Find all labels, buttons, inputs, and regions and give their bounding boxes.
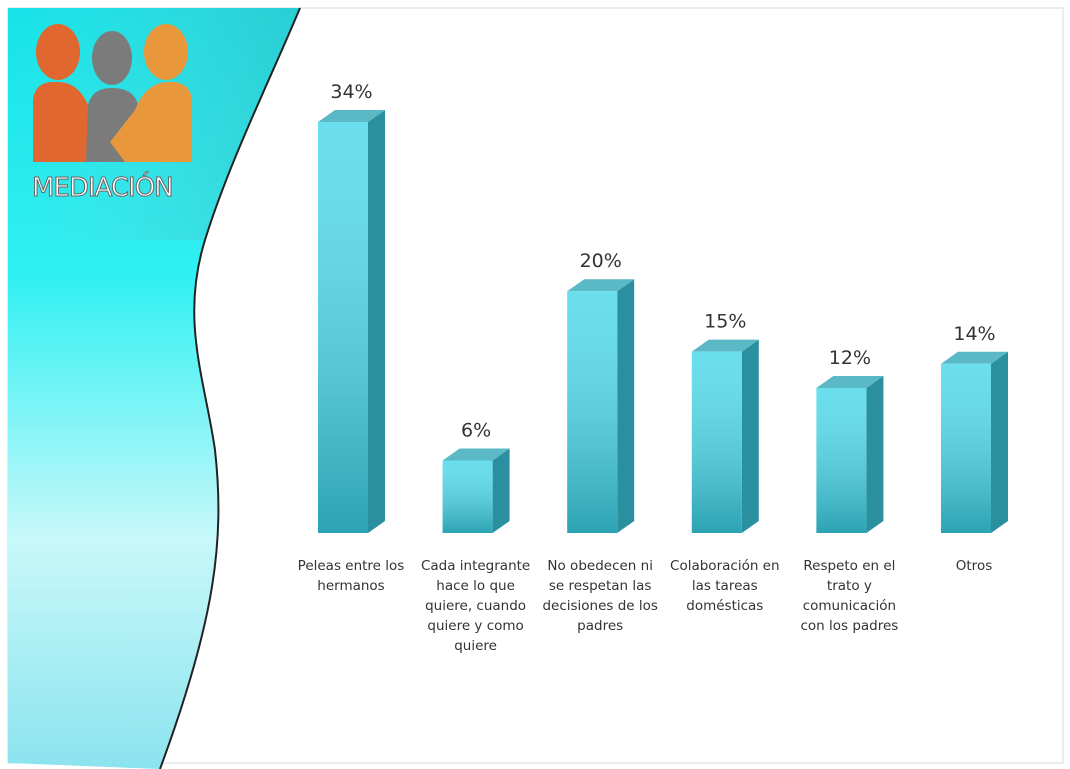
bar-top [691,339,759,352]
bar-side [617,279,635,533]
x-tick-label: Cada integrante hace lo que quiere, cuan… [420,558,531,654]
bar-shade [941,363,991,533]
bar-shade [318,122,368,533]
bar-side [368,110,385,533]
person [92,31,132,85]
value-label: 14% [953,323,995,345]
bar-shade [442,460,493,533]
wave-edge [159,7,301,769]
bar-top [567,279,635,292]
x-tick-label: Colaboración en las tareas domésticas [670,558,780,614]
person [36,24,80,80]
bar-top [442,448,510,461]
x-tick-label: Respeto en el trato y comunicación con l… [800,558,899,634]
bar-side [991,351,1008,533]
bar-side [492,448,510,533]
bar-top [318,110,385,122]
x-tick-label: Otros [955,558,993,574]
bar-shade [816,387,867,533]
value-label: 6% [461,419,491,441]
bar-side [866,375,884,533]
bar-shade [567,291,618,533]
bar-side [741,339,759,533]
bar-shade [691,351,742,533]
x-tick-label: No obedecen ni se respetan las decisione… [542,558,658,634]
value-label: 20% [580,250,622,272]
person [144,24,188,80]
bar-top [816,375,884,388]
logo-text: MEDIACIÓN [32,171,173,203]
x-tick-label: Peleas entre los hermanos [297,558,405,594]
value-label: 12% [829,347,871,369]
bar-top [941,351,1008,364]
value-label: 15% [704,311,746,333]
logo: MEDIACIÓN [32,24,192,204]
value-label: 34% [330,81,372,103]
person [110,81,192,162]
